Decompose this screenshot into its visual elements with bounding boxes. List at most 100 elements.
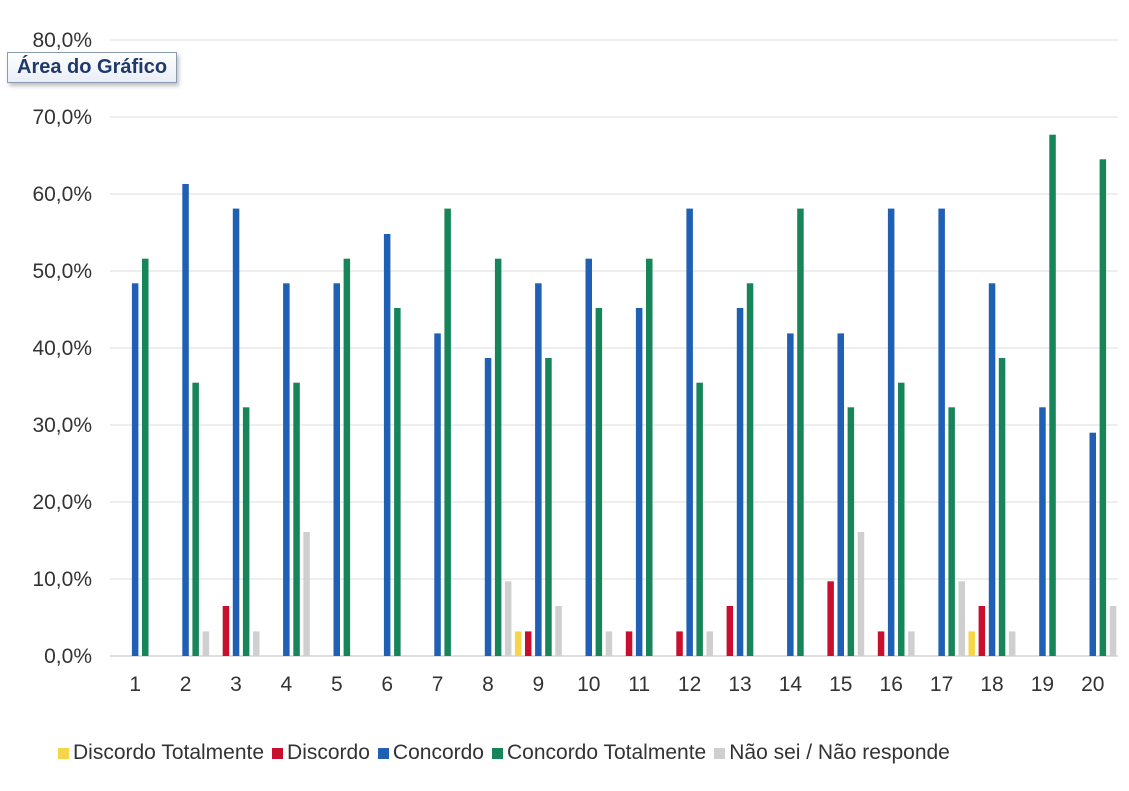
legend-label: Concordo Totalmente	[506, 741, 707, 764]
bar	[434, 333, 441, 656]
bar	[394, 308, 401, 656]
x-tick-label: 3	[230, 673, 242, 696]
bar	[968, 631, 975, 656]
legend-item: Concordo	[377, 741, 484, 765]
y-tick-label: 50,0%	[32, 260, 92, 283]
bar	[202, 631, 210, 656]
bar	[797, 208, 804, 656]
bar	[182, 184, 189, 656]
bar	[595, 308, 603, 656]
x-tick-label: 5	[331, 673, 343, 696]
y-tick-label: 20,0%	[32, 491, 92, 514]
bar	[837, 333, 844, 656]
bar	[283, 283, 290, 656]
x-tick-label: 4	[281, 673, 293, 696]
bar	[958, 581, 965, 656]
x-tick-label: 16	[880, 673, 903, 696]
x-tick-label: 7	[432, 673, 444, 696]
legend-swatch	[58, 747, 69, 759]
bar	[978, 606, 986, 656]
bar	[646, 258, 653, 656]
x-tick-label: 18	[980, 673, 1003, 696]
bar	[222, 606, 230, 656]
bar	[746, 283, 754, 656]
bar	[343, 258, 351, 656]
bar	[555, 606, 562, 656]
bar	[535, 283, 542, 656]
bar	[605, 631, 613, 656]
y-tick-label: 70,0%	[32, 106, 92, 129]
bar	[232, 208, 240, 656]
bar	[585, 258, 592, 656]
legend-swatch	[491, 747, 503, 759]
x-tick-label: 20	[1081, 673, 1104, 696]
legend-swatch	[714, 747, 726, 759]
x-tick-label: 1	[129, 673, 141, 696]
bar	[525, 631, 532, 656]
x-tick-label: 13	[728, 673, 751, 696]
x-tick-label: 15	[829, 673, 852, 696]
x-tick-label: 9	[533, 673, 545, 696]
bar	[383, 234, 391, 656]
x-tick-label: 11	[628, 673, 650, 696]
bars	[131, 134, 1117, 657]
y-axis-ticks: 0,0% 10,0% 20,0% 30,0% 40,0% 50,0% 60,0% 70,0% 8…	[32, 29, 92, 668]
bar	[908, 631, 915, 656]
bar	[787, 333, 794, 656]
bar	[827, 581, 834, 656]
legend-label: Não sei / Não responde	[729, 741, 950, 764]
bar	[1109, 606, 1117, 656]
legend-swatch	[377, 747, 389, 759]
legend: Discordo Totalmente Discordo Concordo Conco…	[58, 741, 1118, 765]
legend-item: Não sei / Não responde	[714, 741, 950, 765]
legend-label: Concordo	[392, 741, 484, 764]
bar	[303, 532, 310, 656]
bar	[293, 382, 300, 656]
bar	[142, 258, 149, 656]
y-tick-label: 40,0%	[32, 337, 92, 360]
bar	[736, 308, 744, 656]
bar	[726, 606, 734, 656]
y-tick-label: 80,0%	[32, 29, 92, 52]
x-axis-ticks: 1 2 3 4 5 6 7 8 9 10 11 12 13 14 15 16 17 18 19 20	[129, 673, 1104, 696]
gridlines	[110, 39, 1118, 657]
bar	[545, 358, 552, 656]
bar	[857, 532, 865, 656]
legend-swatch	[272, 747, 284, 759]
bar	[333, 283, 340, 656]
y-tick-label: 60,0%	[32, 183, 92, 206]
bar	[898, 382, 905, 656]
bar	[696, 382, 703, 656]
legend-item: Concordo Totalmente	[491, 741, 707, 765]
bar	[938, 208, 945, 656]
bar	[253, 631, 260, 656]
bar	[887, 208, 895, 656]
bar	[635, 308, 643, 656]
y-tick-label: 30,0%	[32, 414, 92, 437]
legend-item: Discordo Totalmente	[58, 741, 264, 765]
bar	[484, 358, 492, 656]
bar	[948, 407, 955, 656]
bar	[131, 283, 139, 656]
y-tick-label: 0,0%	[44, 645, 92, 668]
bar	[444, 208, 451, 656]
chart-area-tooltip: Área do Gráfico	[7, 52, 178, 83]
bar	[1049, 134, 1056, 656]
bar	[877, 631, 885, 656]
legend-label: Discordo	[287, 741, 370, 764]
bar	[1089, 432, 1096, 656]
x-tick-label: 10	[577, 673, 600, 696]
bar	[676, 631, 683, 656]
bar	[504, 581, 512, 656]
x-tick-label: 2	[180, 673, 192, 696]
bar	[706, 631, 713, 656]
x-tick-label: 17	[930, 673, 953, 696]
bar	[514, 631, 522, 656]
x-tick-label: 14	[779, 673, 803, 696]
bar	[988, 283, 996, 656]
bar	[686, 208, 693, 656]
x-tick-label: 6	[381, 673, 393, 696]
bar	[192, 382, 199, 656]
